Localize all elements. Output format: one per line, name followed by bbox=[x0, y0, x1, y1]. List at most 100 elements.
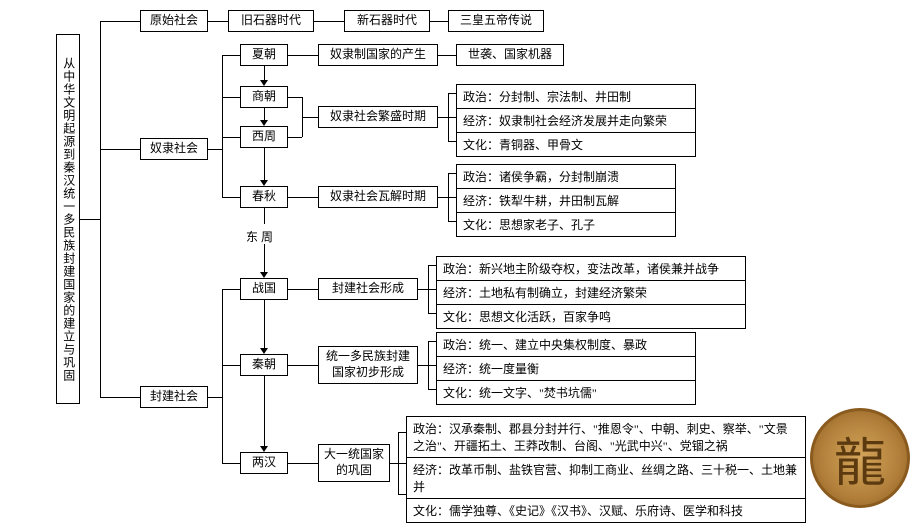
conn bbox=[222, 97, 240, 98]
conn bbox=[288, 137, 302, 138]
prosperous-economy: 经济：奴隶制社会经济发展并走向繁荣 bbox=[457, 108, 695, 132]
disintegrate-title: 奴隶社会瓦解时期 bbox=[318, 186, 438, 208]
han-culture: 文化：儒学独尊、《史记》《汉书》、汉赋、乐府诗、医学和科技 bbox=[407, 498, 805, 522]
disintegrate-economy: 经济：铁犁牛耕，井田制瓦解 bbox=[457, 188, 675, 212]
conn bbox=[448, 173, 456, 174]
era-feudal: 封建社会 bbox=[140, 386, 208, 408]
conn bbox=[222, 289, 240, 290]
conn bbox=[100, 149, 140, 150]
arrow-icon bbox=[260, 446, 268, 452]
neolithic: 新石器时代 bbox=[344, 10, 430, 32]
xia-desc: 奴隶制国家的产生 bbox=[318, 44, 438, 66]
conn bbox=[428, 265, 436, 266]
han-politics: 政治：汉承秦制、郡县分封并行、"推恩令"、中朝、刺史、察举、"文景之治"、开疆拓… bbox=[407, 417, 805, 457]
prosperous-detail: 政治：分封制、宗法制、井田制 经济：奴隶制社会经济发展并走向繁荣 文化：青铜器、… bbox=[456, 84, 696, 157]
arrow-icon bbox=[260, 120, 268, 126]
qin-politics: 政治：统一、建立中央集权制度、暴政 bbox=[437, 333, 695, 356]
prosperous-politics: 政治：分封制、宗法制、井田制 bbox=[457, 85, 695, 108]
paleolithic: 旧石器时代 bbox=[228, 10, 314, 32]
conn bbox=[222, 365, 240, 366]
conn bbox=[398, 463, 406, 464]
conn bbox=[428, 289, 436, 290]
qin-economy: 经济：统一度量衡 bbox=[437, 356, 695, 380]
warring-politics: 政治：新兴地主阶级夺权，变法改革，诸侯兼并战争 bbox=[437, 257, 745, 280]
conn bbox=[264, 376, 265, 448]
xia: 夏朝 bbox=[240, 44, 288, 66]
prosperous-title: 奴隶社会繁盛时期 bbox=[318, 106, 438, 128]
prosperous-culture: 文化：青铜器、甲骨文 bbox=[457, 132, 695, 156]
warring: 战国 bbox=[240, 278, 288, 300]
xizhou: 西周 bbox=[240, 126, 288, 148]
arrow-icon bbox=[260, 272, 268, 278]
conn bbox=[438, 117, 448, 118]
arrow-icon bbox=[260, 80, 268, 86]
conn bbox=[264, 244, 265, 274]
conn bbox=[390, 463, 398, 464]
shang: 商朝 bbox=[240, 86, 288, 108]
conn bbox=[288, 365, 318, 366]
conn bbox=[438, 197, 448, 198]
root-title: 从中华文明起源到秦汉统一多民族封建国家的建立与巩固 bbox=[56, 34, 80, 404]
conn bbox=[302, 117, 318, 118]
conn bbox=[288, 55, 318, 56]
disintegrate-politics: 政治：诸侯争霸，分封制崩溃 bbox=[457, 165, 675, 188]
warring-economy: 经济：土地私有制确立，封建经济繁荣 bbox=[437, 280, 745, 304]
conn bbox=[100, 397, 140, 398]
conn bbox=[288, 197, 318, 198]
conn bbox=[418, 365, 428, 366]
conn bbox=[428, 341, 436, 342]
conn bbox=[430, 21, 448, 22]
conn bbox=[100, 21, 140, 22]
conn bbox=[448, 93, 456, 94]
conn bbox=[222, 55, 240, 56]
conn bbox=[288, 97, 302, 98]
dragon-seal-icon: 龍 bbox=[810, 408, 910, 508]
conn bbox=[222, 137, 240, 138]
han-detail: 政治：汉承秦制、郡县分封并行、"推恩令"、中朝、刺史、察举、"文景之治"、开疆拓… bbox=[406, 416, 806, 523]
conn bbox=[448, 221, 456, 222]
conn bbox=[438, 55, 456, 56]
conn bbox=[314, 21, 344, 22]
disintegrate-culture: 文化：思想家老子、孔子 bbox=[457, 212, 675, 236]
conn bbox=[448, 197, 456, 198]
legend: 三皇五帝传说 bbox=[448, 10, 544, 32]
arrow-icon bbox=[260, 348, 268, 354]
conn bbox=[428, 389, 436, 390]
era-slave: 奴隶社会 bbox=[140, 138, 208, 160]
era-primitive: 原始社会 bbox=[140, 10, 208, 32]
warring-culture: 文化：思想文化活跃，百家争鸣 bbox=[437, 304, 745, 328]
arrow-icon bbox=[260, 180, 268, 186]
qin-culture: 文化：统一文字、"焚书坑儒" bbox=[437, 380, 695, 404]
qin: 秦朝 bbox=[240, 354, 288, 376]
conn bbox=[418, 289, 428, 290]
conn bbox=[222, 289, 223, 463]
han-desc: 大一统国家的巩固 bbox=[318, 444, 390, 482]
conn bbox=[100, 21, 101, 397]
han-economy: 经济：改革币制、盐铁官营、抑制工商业、丝绸之路、三十税一、土地兼并 bbox=[407, 457, 805, 498]
conn bbox=[428, 365, 436, 366]
conn bbox=[264, 148, 265, 182]
qin-detail: 政治：统一、建立中央集权制度、暴政 经济：统一度量衡 文化：统一文字、"焚书坑儒… bbox=[436, 332, 696, 405]
conn bbox=[222, 463, 240, 464]
xia-detail: 世袭、国家机器 bbox=[456, 44, 564, 66]
conn bbox=[288, 289, 318, 290]
qin-desc: 统一多民族封建国家初步形成 bbox=[318, 346, 418, 384]
conn bbox=[448, 141, 456, 142]
dongzhou-label: 东 周 bbox=[246, 228, 273, 245]
conn bbox=[264, 208, 265, 224]
conn bbox=[398, 432, 406, 433]
conn bbox=[222, 197, 240, 198]
conn bbox=[448, 117, 456, 118]
conn bbox=[264, 300, 265, 350]
disintegrate-detail: 政治：诸侯争霸，分封制崩溃 经济：铁犁牛耕，井田制瓦解 文化：思想家老子、孔子 bbox=[456, 164, 676, 237]
conn bbox=[288, 463, 318, 464]
conn bbox=[208, 397, 222, 398]
conn bbox=[428, 313, 436, 314]
spring-autumn: 春秋 bbox=[240, 186, 288, 208]
conn bbox=[208, 149, 222, 150]
conn bbox=[398, 494, 406, 495]
conn bbox=[222, 55, 223, 197]
han: 两汉 bbox=[240, 452, 288, 474]
conn bbox=[80, 219, 100, 220]
warring-desc: 封建社会形成 bbox=[318, 278, 418, 300]
